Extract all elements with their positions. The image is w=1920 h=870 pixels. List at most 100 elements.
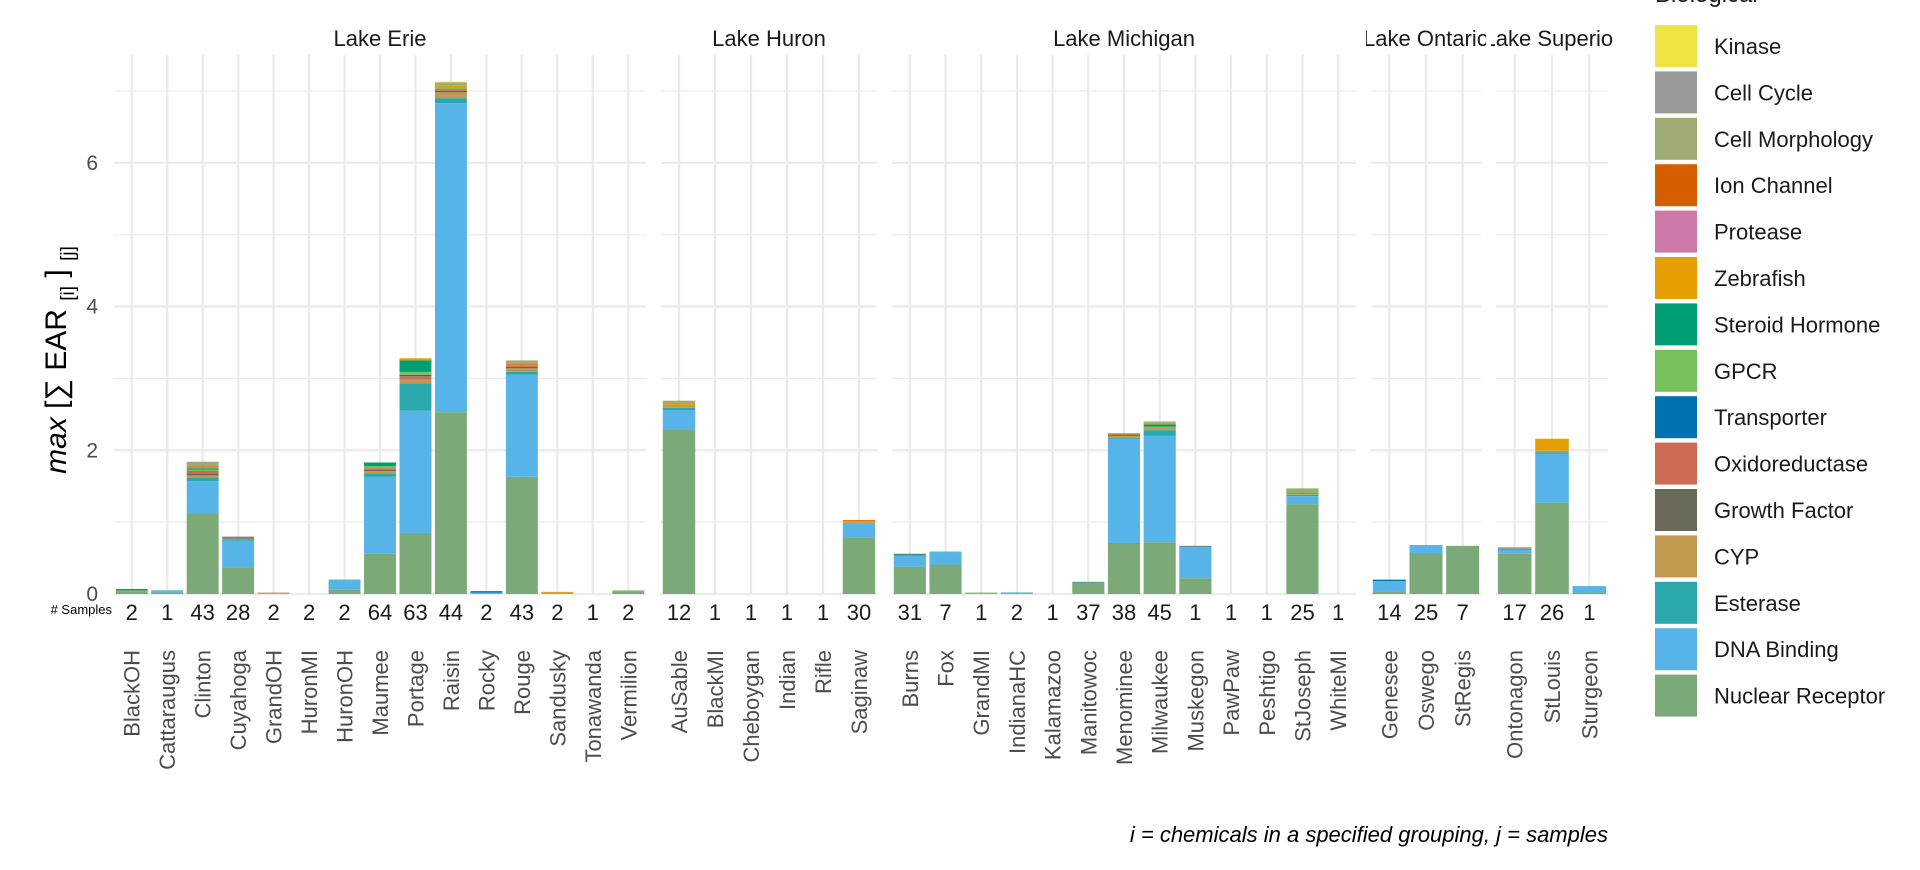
x-tick-label: Cuyahoga (226, 649, 251, 750)
legend-swatch (1655, 25, 1697, 67)
x-tick-label: GrandOH (262, 650, 287, 744)
legend-label: Transporter (1714, 405, 1827, 430)
sample-count: 38 (1112, 600, 1136, 625)
bar-segment (434, 98, 467, 104)
bar-segment (893, 553, 926, 555)
sample-count: 2 (267, 600, 279, 625)
bar-segment (1107, 433, 1141, 435)
bar-segment (893, 555, 926, 567)
bar-segment (505, 365, 538, 367)
bar-segment (842, 520, 876, 523)
legend-label: Ion Channel (1714, 173, 1833, 198)
bar-segment (1107, 542, 1141, 594)
x-tick-label: Clinton (191, 650, 216, 718)
bar-segment (1286, 490, 1319, 493)
x-tick-label: HuronOH (333, 650, 358, 743)
bar-segment (399, 379, 432, 384)
bar-segment (434, 81, 467, 83)
bar-segment (186, 469, 219, 472)
y-axis-title-sum: [∑ EAR (40, 309, 73, 409)
legend-title: Biological (1655, 0, 1758, 8)
bar-segment (364, 553, 396, 594)
bar-segment (364, 473, 396, 477)
sample-count: 1 (745, 600, 757, 625)
bar-segment (1286, 488, 1319, 491)
x-tick-label: Peshtigo (1255, 650, 1280, 736)
bar-segment (1372, 579, 1406, 582)
bar-segment (434, 412, 467, 594)
bar-segment (662, 403, 696, 405)
bar-segment (1286, 496, 1319, 505)
facet-panel: Lake Huron 12 AuSable 1 BlackMI 1 Cheboygan 1 In… (661, 26, 877, 763)
x-tick-label: Muskegon (1183, 650, 1208, 752)
x-tick-label: Sturgeon (1577, 650, 1602, 739)
bar-segment (470, 591, 503, 593)
bar-segment (965, 593, 998, 594)
y-tick-label: 6 (86, 152, 98, 175)
bar-segment (1143, 421, 1176, 423)
bar-segment (929, 564, 962, 594)
legend-swatch (1655, 628, 1697, 671)
legend-label: GPCR (1714, 359, 1778, 384)
bar-segment (364, 468, 396, 470)
y-axis-title-prefix: max (40, 416, 73, 474)
sample-count: 45 (1147, 600, 1171, 625)
bar-segment (434, 85, 467, 89)
x-tick-label: Sandusky (545, 650, 570, 747)
sample-count: 26 (1540, 600, 1564, 625)
bar-segment (364, 469, 396, 472)
facet-panel: Lake Ontario 14 Genesee 25 Oswego 7 StRegis (1366, 26, 1486, 739)
bar-segment (186, 467, 219, 469)
bar-segment (1286, 494, 1319, 497)
bar-segment (1107, 433, 1141, 434)
x-tick-label: Raisin (439, 650, 464, 711)
bar-segment (434, 90, 467, 93)
legend-label: Nuclear Receptor (1714, 684, 1885, 709)
sample-count: 2 (551, 600, 563, 625)
legend-label: Growth Factor (1714, 498, 1853, 523)
bar-segment (929, 552, 962, 565)
x-tick-label: HuronMI (297, 650, 322, 734)
bar-segment (186, 471, 219, 474)
sample-count: 1 (817, 600, 829, 625)
bar-segment (1572, 586, 1607, 593)
y-axis-title: max [∑ EAR [i] ] [j] (40, 246, 79, 474)
bar-segment (186, 462, 219, 467)
sample-count: 12 (667, 600, 691, 625)
bar-segment (662, 429, 696, 594)
bar-segment (434, 82, 467, 86)
x-tick-label: Burns (898, 650, 923, 707)
sample-count: 14 (1377, 600, 1401, 625)
bar-segment (434, 89, 467, 91)
bar-segment (1409, 545, 1443, 554)
sample-count: 2 (622, 600, 634, 625)
x-tick-label: WhiteMI (1326, 650, 1351, 731)
bar-segment (842, 537, 876, 594)
legend-label: Steroid Hormone (1714, 312, 1880, 337)
legend-swatch (1655, 396, 1697, 439)
sample-count: 2 (480, 600, 492, 625)
bar-segment (612, 590, 645, 592)
bar-segment (364, 462, 396, 467)
bar-segment (662, 400, 696, 404)
bar-segment (1179, 578, 1212, 594)
y-tick-label: 0 (86, 583, 98, 606)
facet-panels: Lake Erie 2 BlackOH 1 Cattaraugus 43 Clinton 28… (114, 26, 1613, 770)
facet-panel: Lake Michigan 31 Burns 7 Fox 1 GrandMI 2 Indiana… (892, 26, 1356, 765)
bar-segment (1143, 427, 1176, 431)
bar-segment (1107, 434, 1141, 436)
bar-segment (1107, 435, 1141, 438)
bar-segment (842, 522, 876, 524)
bar-segment (505, 360, 538, 365)
bar-segment (1179, 546, 1212, 579)
sample-count: 1 (709, 600, 721, 625)
bar-segment (186, 466, 219, 468)
sample-count: 7 (1457, 600, 1469, 625)
bar-segment (399, 532, 432, 594)
bar-segment (1535, 453, 1569, 503)
x-tick-label: Saginaw (847, 650, 872, 735)
bar-segment (1072, 581, 1105, 583)
caption: i = chemicals in a specified grouping, j… (1130, 822, 1608, 847)
bar-segment (186, 466, 219, 467)
